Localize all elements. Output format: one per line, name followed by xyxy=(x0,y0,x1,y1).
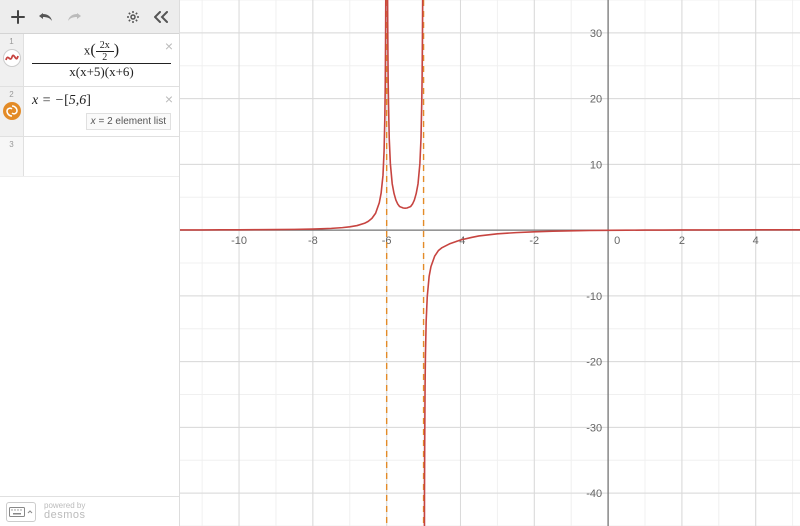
expression-index: 1 xyxy=(9,37,13,46)
expression-tab: 3 xyxy=(0,137,24,176)
swirl-icon[interactable] xyxy=(3,102,21,120)
expression-row-empty[interactable]: 3 xyxy=(0,137,179,177)
graph-canvas[interactable]: -10-8-6-4-2024-40-30-20-10102030 xyxy=(180,0,800,526)
keyboard-button[interactable] xyxy=(6,502,36,522)
svg-text:-20: -20 xyxy=(586,357,602,369)
svg-text:-30: -30 xyxy=(586,422,602,434)
svg-text:2: 2 xyxy=(679,235,685,247)
add-button[interactable] xyxy=(6,5,30,29)
expression-row[interactable]: 2 x = −[5,6] x = 2 element list × xyxy=(0,87,179,137)
graph-area[interactable]: -10-8-6-4-2024-40-30-20-10102030 xyxy=(180,0,800,526)
expression-body[interactable]: x = −[5,6] x = 2 element list xyxy=(24,87,179,136)
collapse-button[interactable] xyxy=(149,5,173,29)
toolbar xyxy=(0,0,179,34)
redo-button[interactable] xyxy=(62,5,86,29)
expression-body[interactable]: x(2x2) x(x+5)(x+6) xyxy=(24,34,179,86)
svg-text:-10: -10 xyxy=(231,235,247,247)
expression-list: 1 x(2x2) x(x+5)(x+6) × xyxy=(0,34,179,496)
sidebar: 1 x(2x2) x(x+5)(x+6) × xyxy=(0,0,180,526)
curve-icon[interactable] xyxy=(3,49,21,67)
expression-tab[interactable]: 2 xyxy=(0,87,24,136)
expression-row[interactable]: 1 x(2x2) x(x+5)(x+6) × xyxy=(0,34,179,87)
svg-text:-8: -8 xyxy=(308,235,318,247)
close-icon[interactable]: × xyxy=(165,91,173,107)
svg-text:30: 30 xyxy=(590,28,602,40)
expression-index: 2 xyxy=(9,90,13,99)
svg-text:10: 10 xyxy=(590,159,602,171)
close-icon[interactable]: × xyxy=(165,38,173,54)
svg-text:-2: -2 xyxy=(529,235,539,247)
powered-by: powered by desmos xyxy=(44,502,86,521)
expression-index: 3 xyxy=(9,140,13,149)
footer: powered by desmos xyxy=(0,496,179,526)
svg-text:-40: -40 xyxy=(586,488,602,500)
undo-button[interactable] xyxy=(34,5,58,29)
svg-text:20: 20 xyxy=(590,94,602,106)
settings-button[interactable] xyxy=(121,5,145,29)
svg-text:0: 0 xyxy=(614,235,620,247)
expression-tab[interactable]: 1 xyxy=(0,34,24,86)
eval-output: x = 2 element list xyxy=(86,113,171,130)
svg-text:4: 4 xyxy=(753,235,759,247)
svg-text:-10: -10 xyxy=(586,291,602,303)
